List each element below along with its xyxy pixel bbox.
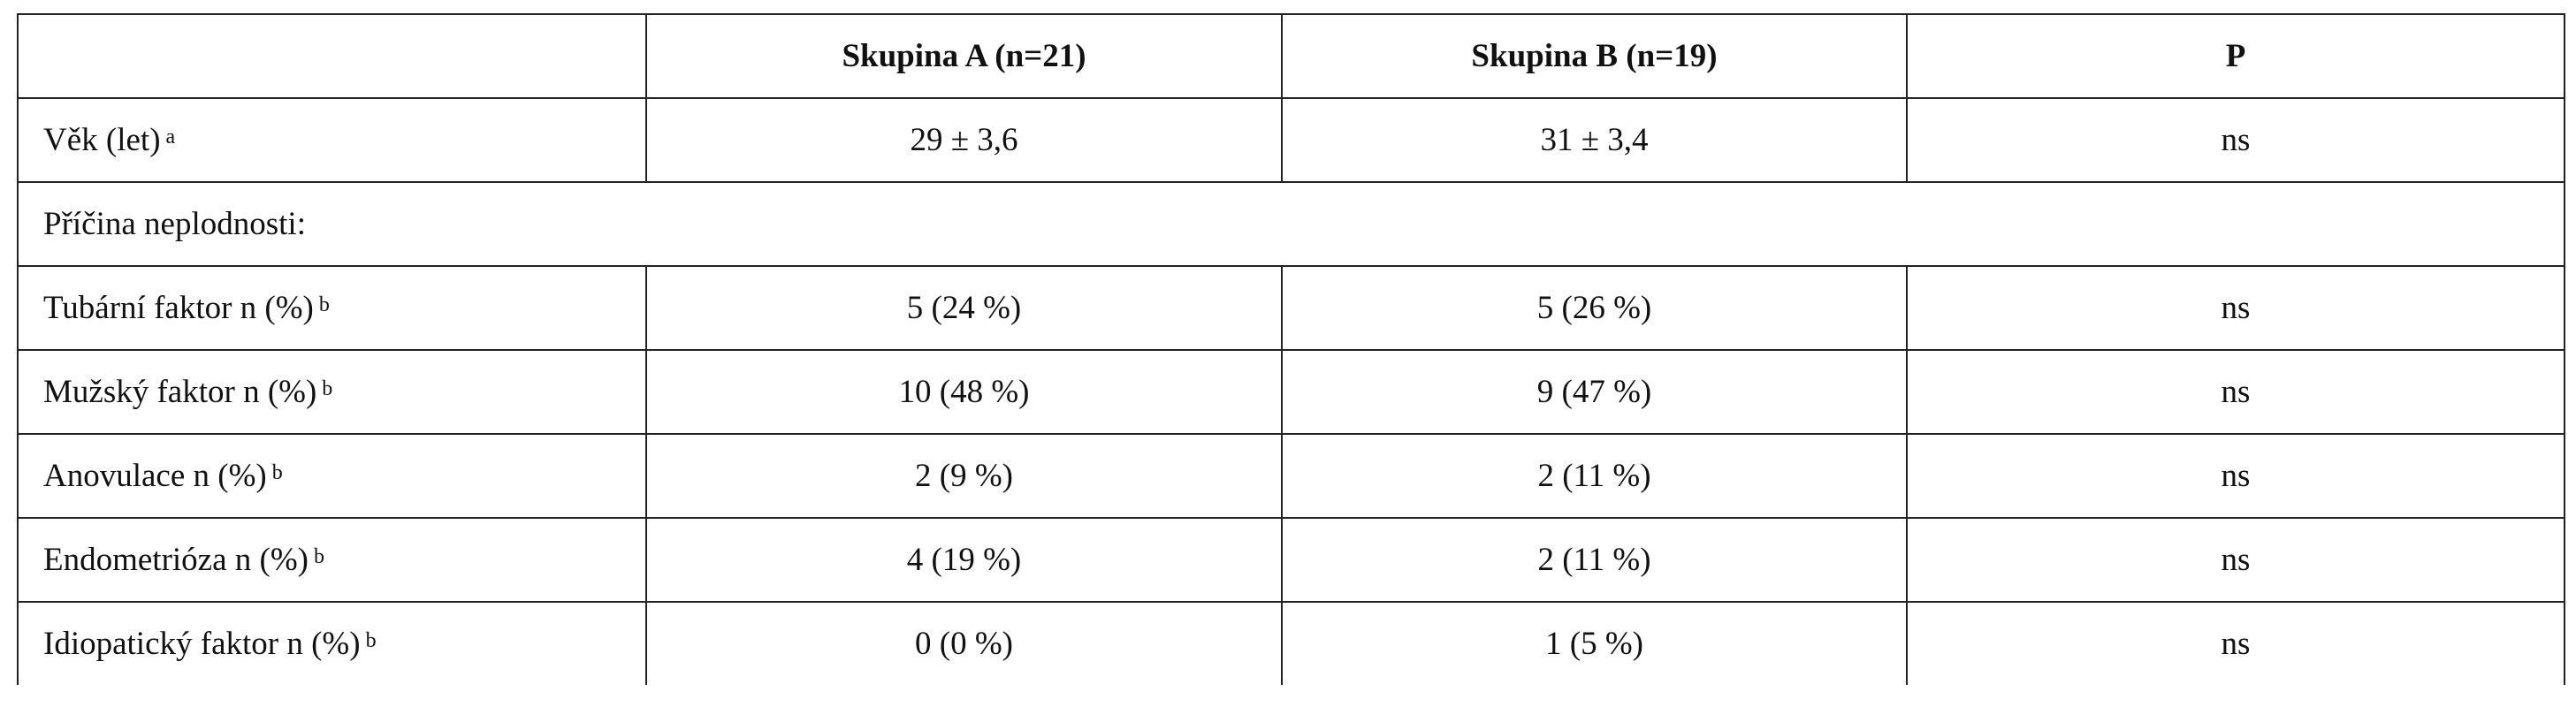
table-cell: 5 (24 %) [645,265,1283,351]
table-cell: 2 (11 %) [1281,517,1908,603]
table-cell: ns [1906,517,2565,603]
label-text: Idiopatický faktor n (%) [43,626,361,662]
footnote-mark: b [322,377,333,400]
footnote-mark: a [165,125,176,148]
table-cell: ns [1906,601,2565,685]
table-cell: 4 (19 %) [645,517,1283,603]
header-row: Skupina A (n=21) Skupina B (n=19) P [17,13,2565,99]
label-text: Anovulace n (%) [43,458,267,494]
row-label: Endometrióza n (%) b [17,517,647,603]
table-cell: ns [1906,349,2565,435]
table-cell: ns [1906,265,2565,351]
table-row: Anovulace n (%) b 2 (9 %) 2 (11 %) ns [17,433,2565,519]
row-label: Příčina neplodnosti: [17,181,2565,267]
row-label: Mužský faktor n (%) b [17,349,647,435]
footnote-mark: b [314,545,324,568]
table-cell: ns [1906,433,2565,519]
table-cell: 2 (11 %) [1281,433,1908,519]
label-text: Endometrióza n (%) [43,542,309,578]
table-cell: 29 ± 3,6 [645,97,1283,183]
row-label: Tubární faktor n (%) b [17,265,647,351]
label-text: Mužský faktor n (%) [43,374,317,410]
table-cell: 9 (47 %) [1281,349,1908,435]
header-cell: Skupina A (n=21) [645,13,1283,99]
table-row: Věk (let) a 29 ± 3,6 31 ± 3,4 ns [17,97,2565,183]
table-cell: 31 ± 3,4 [1281,97,1908,183]
header-cell: P [1906,13,2565,99]
footnote-mark: b [318,293,330,316]
table-row: Idiopatický faktor n (%) b 0 (0 %) 1 (5 %) n… [17,601,2565,685]
table-row: Mužský faktor n (%) b 10 (48 %) 9 (47 %) ns [17,349,2565,435]
table-cell: 1 (5 %) [1281,601,1908,685]
row-label: Anovulace n (%) b [17,433,647,519]
footnote-mark: b [365,629,377,652]
header-cell [17,13,647,99]
table-cell: 10 (48 %) [645,349,1283,435]
label-text: Věk (let) [43,122,161,158]
label-text: Tubární faktor n (%) [43,290,314,326]
table-cell: ns [1906,97,2565,183]
table-cell: 0 (0 %) [645,601,1283,685]
table-row: Příčina neplodnosti: [17,181,2565,267]
table-cell: 5 (26 %) [1281,265,1908,351]
table-row: Tubární faktor n (%) b 5 (24 %) 5 (26 %) ns [17,265,2565,351]
row-label: Idiopatický faktor n (%) b [17,601,647,685]
row-label: Věk (let) a [17,97,647,183]
header-cell: Skupina B (n=19) [1281,13,1908,99]
footnote-mark: b [271,461,283,484]
table-body: Skupina A (n=21) Skupina B (n=19) P Věk (le… [17,13,2565,685]
label-text: Příčina neplodnosti: [43,206,306,242]
table-cell: 2 (9 %) [645,433,1283,519]
table-row: Endometrióza n (%) b 4 (19 %) 2 (11 %) ns [17,517,2565,603]
data-table: Skupina A (n=21) Skupina B (n=19) P Věk (le… [17,13,2565,685]
